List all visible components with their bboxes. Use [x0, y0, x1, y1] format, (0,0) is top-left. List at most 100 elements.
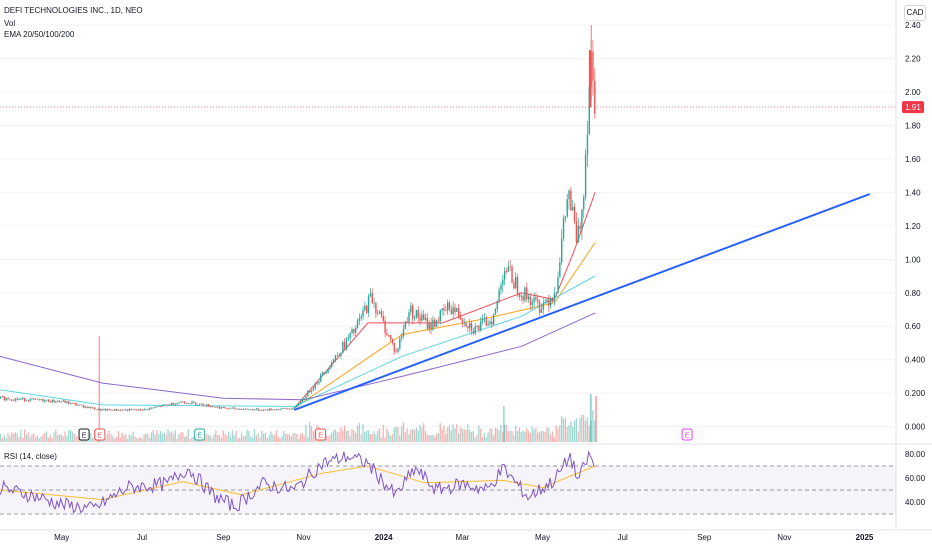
candle-body	[215, 406, 217, 408]
time-tick-label: 2024	[375, 533, 393, 542]
volume-bar	[412, 429, 414, 442]
volume-bar	[233, 435, 235, 442]
volume-bar	[472, 431, 474, 442]
candle-body	[380, 311, 383, 316]
candle-body	[86, 406, 88, 409]
volume-bar	[40, 436, 42, 442]
candle-body	[362, 309, 364, 317]
candle-body	[117, 409, 120, 411]
candle-body	[80, 404, 83, 406]
volume-legend[interactable]: Vol	[4, 19, 16, 28]
candle-body	[340, 352, 342, 356]
volume-bar	[496, 428, 498, 442]
symbol-title[interactable]: DEFI TECHNOLOGIES INC., 1D, NEO	[4, 6, 143, 15]
volume-bar	[395, 427, 397, 442]
candle-body	[55, 401, 57, 403]
candle-body	[125, 409, 127, 411]
volume-bar	[347, 430, 349, 442]
candle-body	[412, 305, 414, 319]
volume-bar	[432, 434, 434, 442]
candle-body	[1, 396, 4, 398]
volume-bar	[356, 425, 359, 442]
candle-body	[303, 398, 305, 400]
candle-body	[334, 355, 337, 360]
candle-body	[327, 369, 329, 373]
candle-body	[150, 407, 153, 409]
candle-body	[572, 206, 574, 211]
candle-body	[494, 309, 497, 315]
candle-body	[537, 299, 539, 302]
ema-legend[interactable]: EMA 20/50/100/200	[4, 30, 75, 39]
volume-bar	[360, 434, 362, 442]
volume-bar	[244, 435, 246, 442]
volume-bar	[502, 432, 504, 442]
candle-body	[527, 296, 530, 300]
volume-bar	[44, 432, 46, 442]
currency-button[interactable]: CAD	[904, 5, 926, 21]
candle-body	[101, 409, 103, 411]
candle-body	[542, 302, 544, 310]
volume-bar	[446, 427, 449, 442]
candle-body	[415, 309, 418, 318]
volume-bar	[169, 432, 171, 442]
candle-body	[209, 406, 212, 408]
candle-body	[393, 342, 396, 352]
candle-body	[373, 303, 375, 305]
volume-bar	[437, 433, 440, 442]
candle-body	[500, 284, 502, 290]
candle-body	[492, 314, 495, 325]
volume-bar	[503, 424, 506, 442]
candle-body	[196, 404, 199, 406]
volume-bar	[388, 432, 390, 442]
candle-body	[485, 317, 487, 326]
volume-bar	[310, 425, 313, 442]
candle-body	[270, 408, 272, 411]
volume-bar	[535, 427, 537, 442]
candle-body	[573, 206, 576, 222]
volume-bar	[248, 431, 250, 442]
candle-body	[342, 342, 344, 353]
candle-body	[9, 399, 11, 401]
candle-body	[239, 408, 241, 410]
candle-body	[555, 292, 557, 294]
candle-body	[31, 398, 33, 400]
volume-bar	[373, 431, 375, 442]
volume-bar	[193, 436, 195, 442]
volume-bar	[546, 427, 548, 442]
volume-bar	[296, 434, 298, 442]
candle-body	[288, 408, 291, 410]
candle-body	[110, 409, 112, 411]
candle-body	[60, 401, 63, 403]
candle-body	[68, 401, 70, 404]
volume-bar	[369, 434, 371, 442]
candle-body	[180, 401, 182, 403]
volume-bar	[5, 438, 7, 442]
volume-bar	[511, 430, 513, 442]
candle-body	[200, 403, 202, 405]
volume-bar	[255, 435, 257, 442]
candle-body	[42, 399, 44, 402]
time-tick-label: Jul	[618, 533, 628, 542]
price-tick-label: 0.400	[905, 356, 926, 365]
candle-body	[584, 154, 587, 198]
candle-body	[559, 262, 561, 278]
volume-bar	[215, 429, 217, 442]
volume-bar	[549, 434, 552, 442]
volume-bar	[285, 433, 287, 442]
volume-bar	[391, 434, 394, 442]
candle-body	[404, 321, 407, 329]
candle-body	[182, 401, 184, 403]
candle-body	[62, 400, 64, 402]
candle-body	[546, 299, 548, 302]
volume-bar	[292, 433, 294, 442]
volume-bar	[419, 424, 421, 442]
candle-body	[286, 408, 289, 410]
candle-body	[437, 320, 440, 322]
candle-body	[551, 298, 554, 302]
volume-bar	[378, 428, 381, 442]
candle-body	[73, 403, 75, 404]
candle-body	[261, 409, 263, 411]
rsi-legend[interactable]: RSI (14, close)	[4, 452, 57, 461]
volume-bar	[393, 427, 395, 442]
